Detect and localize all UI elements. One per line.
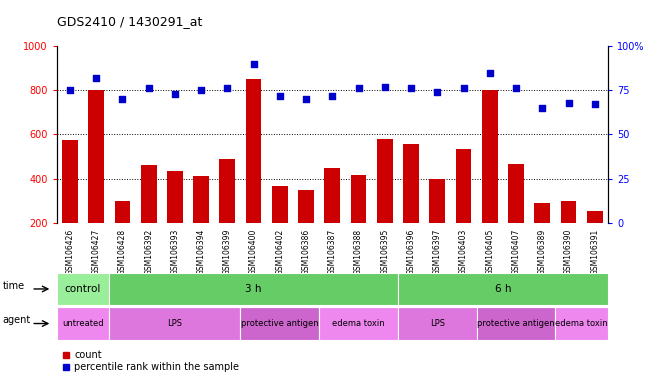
Text: time: time <box>3 281 25 291</box>
Text: protective antigen: protective antigen <box>477 319 555 328</box>
Point <box>196 87 206 93</box>
Text: agent: agent <box>3 315 31 325</box>
Point <box>589 101 600 108</box>
Bar <box>325 167 340 267</box>
Point <box>353 85 364 91</box>
Bar <box>398 307 477 340</box>
Bar <box>57 307 110 340</box>
Text: GDS2410 / 1430291_at: GDS2410 / 1430291_at <box>57 15 202 28</box>
Point <box>405 85 416 91</box>
Bar <box>377 139 393 267</box>
Bar <box>240 307 319 340</box>
Text: 6 h: 6 h <box>495 284 511 294</box>
Point <box>91 75 102 81</box>
Point <box>484 70 495 76</box>
Point <box>327 93 338 99</box>
Bar <box>430 179 445 267</box>
Text: 3 h: 3 h <box>245 284 262 294</box>
Point <box>537 105 548 111</box>
Bar <box>110 307 240 340</box>
Bar <box>508 164 524 267</box>
Bar <box>88 90 104 267</box>
Bar <box>167 171 183 267</box>
Point <box>275 93 285 99</box>
Point <box>458 85 469 91</box>
Bar <box>62 140 77 267</box>
Bar <box>351 175 367 267</box>
Bar <box>193 176 209 267</box>
Point <box>379 84 390 90</box>
Bar <box>141 165 156 267</box>
Bar <box>114 200 130 267</box>
Bar <box>403 144 419 267</box>
Text: untreated: untreated <box>62 319 104 328</box>
Text: LPS: LPS <box>168 319 182 328</box>
Bar <box>319 307 398 340</box>
Text: protective antigen: protective antigen <box>241 319 319 328</box>
Bar <box>534 203 550 267</box>
Bar <box>272 186 288 267</box>
Point <box>301 96 311 102</box>
Point <box>143 85 154 91</box>
Bar <box>246 79 261 267</box>
Bar <box>555 307 608 340</box>
Bar <box>110 273 398 305</box>
Point <box>510 85 521 91</box>
Text: edema toxin: edema toxin <box>555 319 608 328</box>
Text: LPS: LPS <box>430 319 445 328</box>
Point <box>222 85 232 91</box>
Point <box>170 91 180 97</box>
Bar <box>456 149 472 267</box>
Text: control: control <box>65 284 102 294</box>
Bar <box>398 273 608 305</box>
Point <box>432 89 443 95</box>
Bar <box>298 190 314 267</box>
Bar <box>220 159 235 267</box>
Point <box>117 96 128 102</box>
Bar <box>482 90 498 267</box>
Text: edema toxin: edema toxin <box>332 319 385 328</box>
Bar <box>477 307 555 340</box>
Bar <box>587 210 603 267</box>
Bar <box>560 200 576 267</box>
Point <box>563 99 574 106</box>
Point <box>248 61 259 67</box>
Point <box>65 87 75 93</box>
Bar <box>57 273 110 305</box>
Legend: count, percentile rank within the sample: count, percentile rank within the sample <box>61 351 239 372</box>
